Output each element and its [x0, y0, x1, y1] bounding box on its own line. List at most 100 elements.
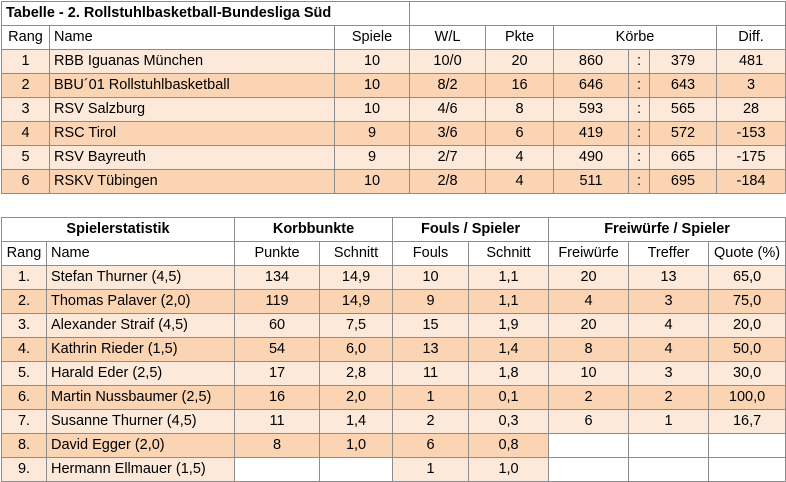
- league-header-row: Rang Name Spiele W/L Pkte Körbe Diff.: [1, 25, 786, 50]
- player-rank: 3.: [1, 313, 47, 338]
- header-diff: Diff.: [716, 25, 786, 50]
- team-games: 9: [333, 145, 411, 170]
- player-name: Hermann Ellmauer (1,5): [45, 457, 236, 482]
- group-fouls: Fouls / Spieler: [392, 217, 550, 242]
- league-row: 2 BBU´01 Rollstuhlbasketball 10 8/2 16 646:64…: [1, 73, 786, 98]
- player-points: 54: [234, 337, 321, 362]
- team-name: RSKV Tübingen: [49, 169, 335, 194]
- team-baskets-against: 643: [649, 73, 718, 98]
- team-diff: 3: [716, 73, 786, 98]
- group-points: Korbbunkte: [234, 217, 394, 242]
- player-name: Susanne Thurner (4,5): [45, 409, 236, 434]
- team-diff: -184: [716, 169, 786, 194]
- team-baskets-for: 593: [553, 97, 630, 122]
- player-points-avg: 2,8: [319, 361, 394, 386]
- team-rank: 3: [1, 97, 50, 122]
- player-fouls: 1: [392, 385, 470, 410]
- player-points-avg: 6,0: [319, 337, 394, 362]
- player-row: 6. Martin Nussbaumer (2,5) 16 2,0 1 0,1 2 2 100,…: [1, 385, 786, 410]
- team-baskets-for: 646: [553, 73, 630, 98]
- player-quote: [708, 433, 786, 458]
- team-baskets-against: 565: [649, 97, 718, 122]
- player-points: 60: [234, 313, 321, 338]
- player-points: [234, 457, 321, 482]
- league-row: 5 RSV Bayreuth 9 2/7 4 490:665 -175: [1, 145, 786, 170]
- header-avg: Schnitt: [319, 241, 394, 266]
- player-freethrows: 8: [548, 337, 630, 362]
- player-freethrows: 2: [548, 385, 630, 410]
- group-stats: Spielerstatistik: [0, 217, 236, 242]
- header-quote: Quote (%): [708, 241, 786, 266]
- team-baskets-for: 511: [553, 169, 630, 194]
- player-points: 17: [234, 361, 321, 386]
- team-baskets-against: 665: [649, 145, 718, 170]
- baskets-separator: :: [628, 121, 651, 146]
- player-points-avg: 2,0: [319, 385, 394, 410]
- player-name: Martin Nussbaumer (2,5): [45, 385, 236, 410]
- player-name: Kathrin Rieder (1,5): [45, 337, 236, 362]
- header-rank: Rang: [1, 25, 50, 50]
- team-points: 4: [485, 145, 555, 170]
- player-fouls-avg: 0,8: [468, 433, 550, 458]
- player-freethrows: 6: [548, 409, 630, 434]
- player-row: 9. Hermann Ellmauer (1,5) 1 1,0: [1, 457, 786, 482]
- player-name: Stefan Thurner (4,5): [45, 265, 236, 290]
- player-fouls-avg: 0,3: [468, 409, 550, 434]
- player-row: 1. Stefan Thurner (4,5) 134 14,9 10 1,1 20 13 65…: [1, 265, 786, 290]
- team-name: RSV Bayreuth: [49, 145, 335, 170]
- player-name: Harald Eder (2,5): [45, 361, 236, 386]
- team-wl: 4/6: [409, 97, 487, 122]
- player-quote: 30,0: [708, 361, 786, 386]
- player-header-row: Rang Name Punkte Schnitt Fouls Schnitt F…: [1, 241, 786, 266]
- player-hits: [628, 433, 710, 458]
- header-baskets: Körbe: [553, 25, 718, 50]
- team-games: 10: [333, 49, 411, 74]
- team-rank: 6: [1, 169, 50, 194]
- team-diff: 28: [716, 97, 786, 122]
- player-hits: [628, 457, 710, 482]
- player-fouls-avg: 1,1: [468, 289, 550, 314]
- league-row: 6 RSKV Tübingen 10 2/8 4 511:695 -184: [1, 169, 786, 194]
- player-rank: 5.: [1, 361, 47, 386]
- player-freethrows: 10: [548, 361, 630, 386]
- baskets-separator: :: [628, 145, 651, 170]
- player-fouls-avg: 1,4: [468, 337, 550, 362]
- player-fouls: 2: [392, 409, 470, 434]
- player-freethrows: 20: [548, 265, 630, 290]
- team-name: RSC Tirol: [49, 121, 335, 146]
- league-row: 1 RBB Iguanas München 10 10/0 20 860:379 481: [1, 49, 786, 74]
- header-wl: W/L: [409, 25, 487, 50]
- team-diff: -153: [716, 121, 786, 146]
- player-rank: 7.: [1, 409, 47, 434]
- baskets-separator: :: [628, 169, 651, 194]
- player-points: 16: [234, 385, 321, 410]
- team-diff: 481: [716, 49, 786, 74]
- team-baskets-for: 419: [553, 121, 630, 146]
- league-row: 4 RSC Tirol 9 3/6 6 419:572 -153: [1, 121, 786, 146]
- player-hits: 3: [628, 289, 710, 314]
- player-fouls: 6: [392, 433, 470, 458]
- header-points: Pkte: [485, 25, 555, 50]
- player-points-avg: [319, 457, 394, 482]
- team-baskets-for: 490: [553, 145, 630, 170]
- league-table: Tabelle - 2. Rollstuhlbasketball-Bundesl…: [0, 1, 786, 194]
- league-title: Tabelle - 2. Rollstuhlbasketball-Bundesl…: [0, 1, 411, 26]
- team-games: 10: [333, 97, 411, 122]
- header-foul-avg: Schnitt: [468, 241, 550, 266]
- header-hits: Treffer: [628, 241, 710, 266]
- player-rank: 8.: [1, 433, 47, 458]
- team-points: 4: [485, 169, 555, 194]
- player-fouls-avg: 1,9: [468, 313, 550, 338]
- header-rank: Rang: [1, 241, 47, 266]
- group-freethrows: Freiwürfe / Spieler: [548, 217, 786, 242]
- player-row: 5. Harald Eder (2,5) 17 2,8 11 1,8 10 3 30,0: [1, 361, 786, 386]
- header-name: Name: [49, 25, 335, 50]
- player-fouls: 1: [392, 457, 470, 482]
- player-points-avg: 7,5: [319, 313, 394, 338]
- player-rank: 1.: [1, 265, 47, 290]
- player-points-avg: 14,9: [319, 265, 394, 290]
- player-rank: 4.: [1, 337, 47, 362]
- player-row: 7. Susanne Thurner (4,5) 11 1,4 2 0,3 6 1 16,7: [1, 409, 786, 434]
- player-rank: 9.: [1, 457, 47, 482]
- team-points: 20: [485, 49, 555, 74]
